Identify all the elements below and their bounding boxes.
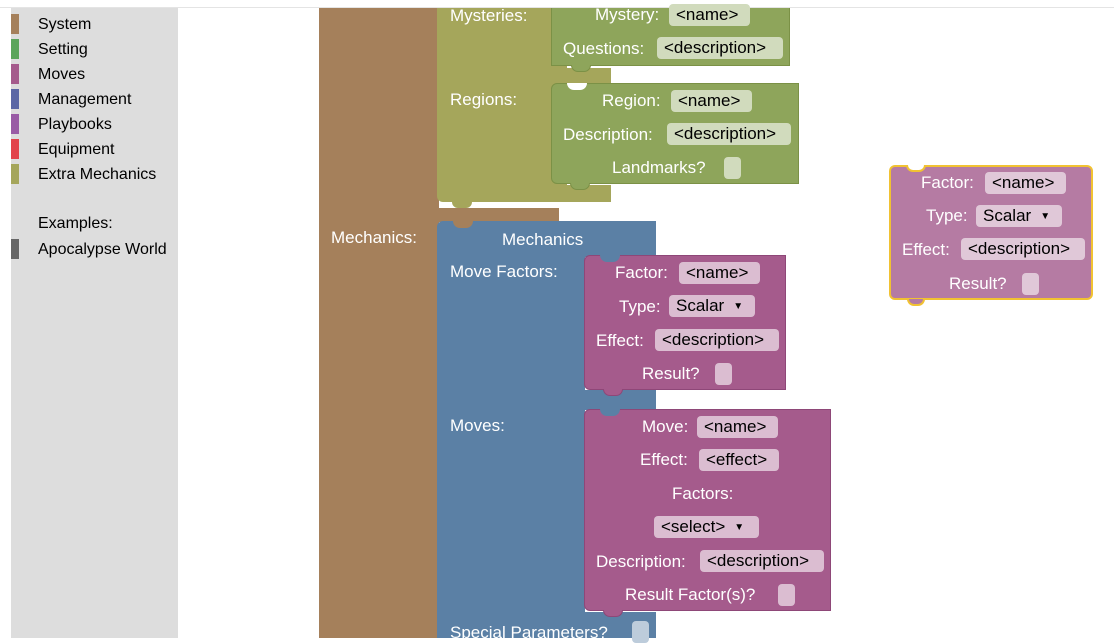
mechanics-block[interactable] bbox=[437, 221, 656, 257]
dropdown-arrow-icon: ▼ bbox=[733, 301, 744, 312]
category-label: Equipment bbox=[38, 141, 115, 158]
example-swatch bbox=[11, 239, 19, 259]
factors-select-dropdown[interactable]: <select> ▼ bbox=[654, 516, 759, 538]
category-label: System bbox=[38, 16, 92, 33]
category-label: Setting bbox=[38, 41, 88, 58]
category-label: Playbooks bbox=[38, 116, 112, 133]
special-parameters-label: Special Parameters? bbox=[450, 623, 608, 642]
left-gutter bbox=[0, 8, 11, 638]
toolbox-category-extra-mechanics[interactable]: Extra Mechanics bbox=[11, 163, 178, 185]
regions-label: Regions: bbox=[450, 90, 518, 109]
floating-type-value: Scalar bbox=[983, 206, 1032, 225]
category-label: Moves bbox=[38, 66, 86, 83]
result-factors-checkbox[interactable] bbox=[778, 584, 795, 606]
example-label: Apocalypse World bbox=[38, 241, 167, 258]
floating-result-label: Result? bbox=[949, 274, 1007, 293]
mysteries-label: Mysteries: bbox=[450, 6, 528, 25]
mechanics-block-title: Mechanics bbox=[502, 230, 584, 249]
effect-field[interactable]: <description> bbox=[655, 329, 779, 351]
move-block-slot bbox=[600, 409, 620, 416]
move-effect-field[interactable]: <effect> bbox=[699, 449, 779, 471]
toolbox-category-system[interactable]: System bbox=[11, 13, 178, 35]
toolbox-category-playbooks[interactable]: Playbooks bbox=[11, 113, 178, 135]
mechanics-block-body bbox=[437, 256, 585, 638]
floating-result-checkbox[interactable] bbox=[1022, 273, 1039, 295]
setting-block-notch bbox=[452, 202, 472, 208]
factors-label: Factors: bbox=[672, 484, 734, 503]
special-parameters-checkbox[interactable] bbox=[632, 621, 649, 643]
move-block[interactable] bbox=[584, 409, 831, 611]
factor-block-slot bbox=[600, 255, 620, 262]
dropdown-arrow-icon: ▼ bbox=[1040, 211, 1051, 222]
top-divider bbox=[0, 7, 1114, 8]
category-swatch bbox=[11, 39, 19, 59]
floating-type-dropdown[interactable]: Scalar ▼ bbox=[976, 205, 1062, 227]
region-description-field[interactable]: <description> bbox=[667, 123, 791, 145]
result-checkbox[interactable] bbox=[715, 363, 732, 385]
questions-label: Questions: bbox=[563, 39, 645, 58]
floating-factor-name-field[interactable]: <name> bbox=[985, 172, 1066, 194]
category-label: Extra Mechanics bbox=[38, 166, 157, 183]
toolbox: System Setting Moves Management Playbook… bbox=[11, 8, 178, 638]
type-label: Type: bbox=[619, 297, 661, 316]
floating-effect-field[interactable]: <description> bbox=[961, 238, 1085, 260]
category-swatch bbox=[11, 14, 19, 34]
result-factors-label: Result Factor(s)? bbox=[625, 585, 756, 604]
region-name-field[interactable]: <name> bbox=[671, 90, 752, 112]
result-label: Result? bbox=[642, 364, 700, 383]
category-swatch bbox=[11, 89, 19, 109]
type-dropdown[interactable]: Scalar ▼ bbox=[669, 295, 755, 317]
factors-select-value: <select> bbox=[661, 517, 726, 536]
system-block[interactable] bbox=[319, 8, 439, 638]
floating-factor-block-notch bbox=[907, 299, 925, 306]
type-dropdown-value: Scalar bbox=[676, 296, 725, 315]
dropdown-arrow-icon: ▼ bbox=[734, 522, 745, 533]
factor-label: Factor: bbox=[615, 263, 668, 282]
questions-field[interactable]: <description> bbox=[657, 37, 783, 59]
effect-label: Effect: bbox=[596, 331, 644, 350]
region-block-slot bbox=[567, 83, 587, 90]
system-block-stem bbox=[437, 208, 559, 222]
category-swatch bbox=[11, 164, 19, 184]
mystery-label: Mystery: bbox=[595, 5, 660, 24]
landmarks-label: Landmarks? bbox=[612, 158, 706, 177]
floating-effect-label: Effect: bbox=[902, 240, 950, 259]
mystery-name-field[interactable]: <name> bbox=[669, 4, 750, 26]
floating-factor-block-slot bbox=[906, 165, 926, 172]
move-label: Move: bbox=[642, 417, 689, 436]
factor-name-field[interactable]: <name> bbox=[679, 262, 760, 284]
toolbox-category-setting[interactable]: Setting bbox=[11, 38, 178, 60]
examples-heading: Examples: bbox=[38, 215, 113, 232]
mechanics-input-label: Mechanics: bbox=[331, 228, 417, 247]
landmarks-checkbox[interactable] bbox=[724, 157, 741, 179]
move-effect-label: Effect: bbox=[640, 450, 688, 469]
category-swatch bbox=[11, 139, 19, 159]
category-label: Management bbox=[38, 91, 132, 108]
move-factors-label: Move Factors: bbox=[450, 262, 558, 281]
mechanics-block-slot bbox=[453, 221, 473, 228]
floating-factor-label: Factor: bbox=[921, 173, 974, 192]
category-swatch bbox=[11, 114, 19, 134]
setting-block-stem bbox=[560, 185, 611, 202]
setting-block[interactable] bbox=[437, 8, 567, 202]
toolbox-category-equipment[interactable]: Equipment bbox=[11, 138, 178, 160]
mechanics-block-stem bbox=[585, 390, 656, 410]
region-description-label: Description: bbox=[563, 125, 653, 144]
toolbox-category-management[interactable]: Management bbox=[11, 88, 178, 110]
setting-block-stem bbox=[560, 68, 611, 84]
region-label: Region: bbox=[602, 91, 661, 110]
moves-label: Moves: bbox=[450, 416, 505, 435]
toolbox-example-apocalypse-world[interactable]: Apocalypse World bbox=[11, 238, 178, 260]
move-description-label: Description: bbox=[596, 552, 686, 571]
category-swatch bbox=[11, 64, 19, 84]
floating-type-label: Type: bbox=[926, 206, 968, 225]
toolbox-category-moves[interactable]: Moves bbox=[11, 63, 178, 85]
move-description-field[interactable]: <description> bbox=[700, 550, 824, 572]
move-name-field[interactable]: <name> bbox=[697, 416, 778, 438]
